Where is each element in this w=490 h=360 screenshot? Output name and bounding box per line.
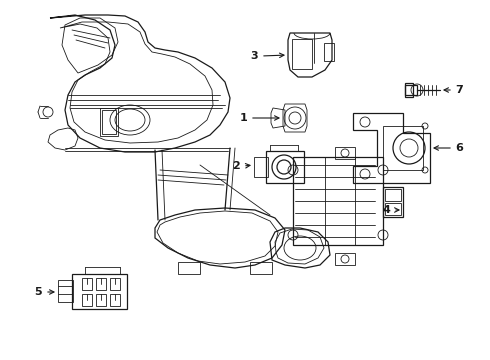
Text: 4: 4 xyxy=(382,205,390,215)
Text: 1: 1 xyxy=(239,113,247,123)
Bar xyxy=(324,43,334,61)
Bar xyxy=(293,157,383,245)
Bar xyxy=(292,39,312,69)
Bar xyxy=(405,85,417,95)
Bar xyxy=(178,262,200,274)
Bar xyxy=(82,278,92,290)
Bar xyxy=(72,274,127,309)
Bar xyxy=(383,126,423,170)
Text: 6: 6 xyxy=(455,143,463,153)
Bar xyxy=(82,294,92,306)
Bar xyxy=(383,187,403,217)
Bar xyxy=(335,253,355,265)
Bar xyxy=(385,189,401,201)
Bar xyxy=(385,203,401,215)
Text: 7: 7 xyxy=(455,85,463,95)
Bar xyxy=(110,278,120,290)
Bar xyxy=(335,147,355,159)
Bar xyxy=(102,110,116,134)
Text: 2: 2 xyxy=(232,161,240,171)
Text: 3: 3 xyxy=(250,51,258,61)
Bar xyxy=(250,262,272,274)
Bar xyxy=(96,294,106,306)
Bar xyxy=(254,157,268,177)
Bar xyxy=(266,151,304,183)
Bar xyxy=(58,280,73,302)
Bar xyxy=(96,278,106,290)
Bar xyxy=(100,108,118,136)
Text: 5: 5 xyxy=(34,287,42,297)
Bar xyxy=(110,294,120,306)
